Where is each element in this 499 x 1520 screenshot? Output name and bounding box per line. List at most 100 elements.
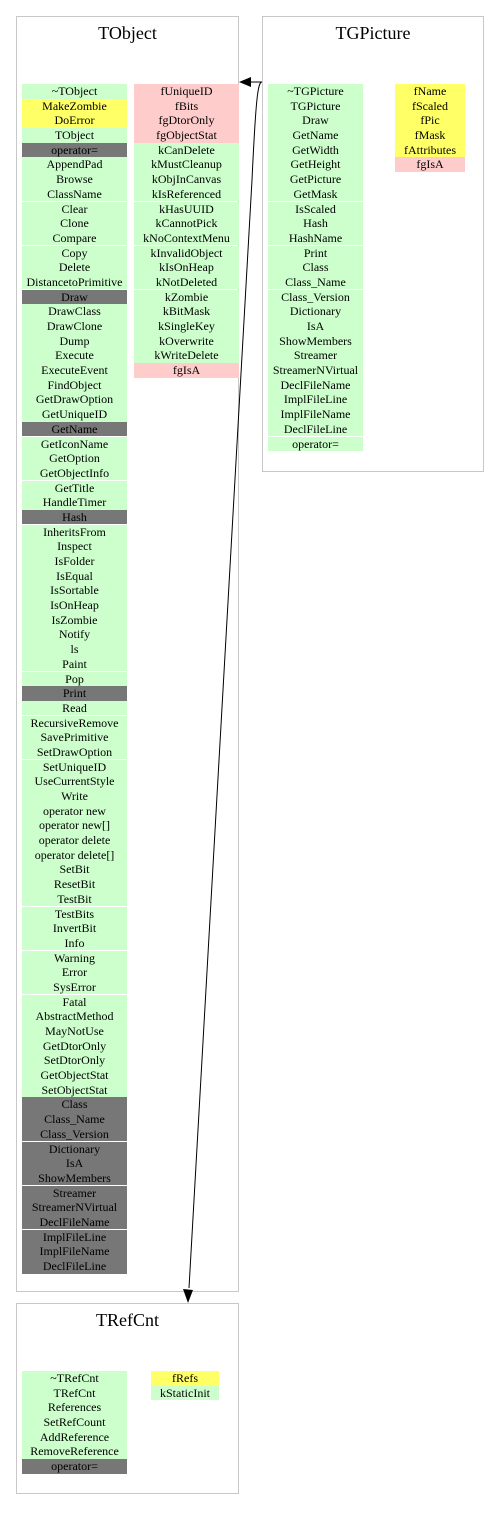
method-item: DeclFileName (268, 377, 363, 393)
method-item: ImplFileLine (22, 1229, 127, 1245)
member-item: kBitMask (134, 304, 239, 319)
method-item: GetTitle (22, 480, 127, 496)
method-item: SavePrimitive (22, 730, 127, 745)
method-item: ~TGPicture (268, 84, 363, 99)
method-item: Print (268, 245, 363, 261)
method-item: Clear (22, 201, 127, 216)
class-title-tobject: TObject (98, 23, 157, 43)
method-item: Read (22, 700, 127, 716)
method-item: InheritsFrom (22, 524, 127, 540)
member-item: kHasUUID (134, 201, 239, 216)
method-item: Class_Name (268, 274, 363, 290)
method-item: GetObjectInfo (22, 465, 127, 481)
method-item: ShowMembers (268, 333, 363, 349)
method-item: SysError (22, 979, 127, 995)
method-item: StreamerNVirtual (268, 363, 363, 378)
method-item: Delete (22, 260, 127, 275)
method-item: SetBit (22, 862, 127, 877)
member-item: kSingleKey (134, 319, 239, 334)
method-item: Clone (22, 216, 127, 231)
method-list-tgpicture: ~TGPicture TGPicture Draw GetName GetWidth Ge… (268, 84, 363, 451)
method-item: Class (268, 260, 363, 275)
method-item: DoError (22, 113, 127, 128)
method-list-tobject: ~TObject MakeZombie DoError TObject operator… (22, 84, 127, 1274)
method-item: GetHeight (268, 157, 363, 172)
member-item: kWriteDelete (134, 348, 239, 363)
method-item: FindObject (22, 377, 127, 393)
member-item: kMustCleanup (134, 157, 239, 172)
method-item: Info (22, 935, 127, 951)
class-box-tobject: TObject ~TObject MakeZombie DoError TObject… (16, 16, 239, 1292)
arrow-tgpicture-to-tobject (239, 77, 262, 87)
method-item: GetIconName (22, 436, 127, 451)
method-item: operator delete (22, 833, 127, 848)
method-item: GetDrawOption (22, 392, 127, 407)
member-item: fPic (395, 113, 465, 128)
member-item: fgIsA (395, 157, 465, 172)
method-item: Copy (22, 245, 127, 261)
member-item: kStaticInit (151, 1385, 219, 1401)
method-item: AddReference (22, 1429, 127, 1445)
member-item: kIsOnHeap (134, 260, 239, 275)
method-item: ExecuteEvent (22, 363, 127, 378)
member-item: kInvalidObject (134, 245, 239, 261)
member-item: kOverwrite (134, 333, 239, 349)
member-item: fName (395, 84, 465, 99)
method-item: Inspect (22, 539, 127, 554)
method-item: operator= (22, 142, 127, 158)
method-item: MayNotUse (22, 1024, 127, 1039)
method-item: GetOption (22, 451, 127, 466)
member-item: kCanDelete (134, 142, 239, 158)
method-item: Paint (22, 656, 127, 672)
method-item: Notify (22, 627, 127, 642)
method-item: InvertBit (22, 921, 127, 936)
method-item: DrawClone (22, 319, 127, 334)
method-item: Class_Version (22, 1126, 127, 1142)
method-item: References (22, 1400, 127, 1415)
method-item: AbstractMethod (22, 1009, 127, 1024)
method-item: Class_Name (22, 1112, 127, 1127)
method-item: DeclFileName (22, 1214, 127, 1230)
method-item: DeclFileLine (22, 1259, 127, 1274)
method-item: HashName (268, 230, 363, 246)
method-item: GetName (22, 421, 127, 437)
method-item: DeclFileLine (268, 421, 363, 437)
method-item: IsOnHeap (22, 598, 127, 613)
method-item: SetDtorOnly (22, 1053, 127, 1068)
method-item: operator= (268, 436, 363, 451)
method-item: ~TRefCnt (22, 1371, 127, 1386)
method-item: GetUniqueID (22, 407, 127, 422)
method-item: Hash (268, 216, 363, 231)
method-item: Draw (268, 113, 363, 128)
member-item: fUniqueID (134, 84, 239, 99)
method-item: Hash (22, 509, 127, 525)
member-item: fRefs (151, 1371, 219, 1386)
method-item: ResetBit (22, 877, 127, 892)
member-list-tobject: fUniqueID fBits fgDtorOnly fgObjectStat kCan… (134, 84, 239, 378)
method-item: IsFolder (22, 554, 127, 569)
class-box-tgpicture: TGPicture ~TGPicture TGPicture Draw GetName… (262, 16, 484, 472)
method-item: ImplFileName (268, 407, 363, 422)
method-item: SetUniqueID (22, 759, 127, 775)
method-item: Print (22, 686, 127, 701)
member-item: fgObjectStat (134, 128, 239, 143)
method-item: IsScaled (268, 201, 363, 216)
member-item: kNotDeleted (134, 274, 239, 290)
method-item: operator= (22, 1459, 127, 1474)
method-item: TGPicture (268, 98, 363, 114)
method-item: UseCurrentStyle (22, 774, 127, 789)
member-item: kIsReferenced (134, 186, 239, 202)
method-item: TestBits (22, 906, 127, 921)
method-item: GetName (268, 128, 363, 143)
method-item: Dictionary (22, 1141, 127, 1156)
method-item: operator delete[] (22, 847, 127, 863)
method-item: GetPicture (268, 172, 363, 187)
method-item: ShowMembers (22, 1170, 127, 1186)
method-item: Fatal (22, 994, 127, 1010)
method-item: Dump (22, 333, 127, 349)
method-item: Write (22, 789, 127, 804)
method-item: Browse (22, 172, 127, 187)
method-item: ls (22, 642, 127, 657)
method-item: HandleTimer (22, 495, 127, 510)
method-item: SetDrawOption (22, 744, 127, 760)
